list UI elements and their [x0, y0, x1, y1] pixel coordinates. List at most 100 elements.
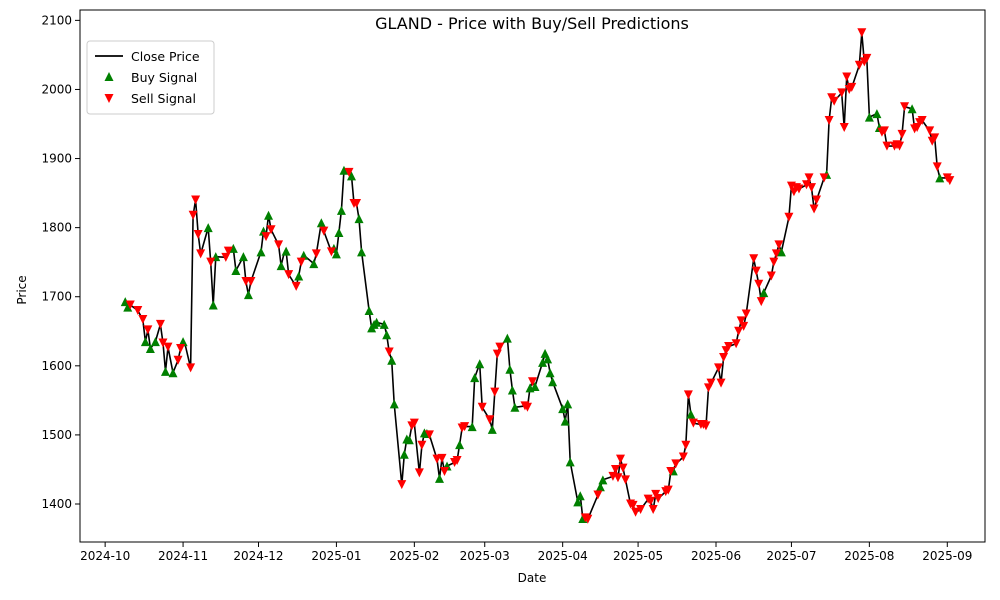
- x-axis: 2024-10 2024-11 2024-12 2025-01 2025-02 2025-…: [80, 542, 972, 563]
- sell-signal-point: [857, 28, 867, 38]
- buy-signal-point: [565, 457, 575, 467]
- sell-signal-point: [618, 463, 628, 473]
- sell-signal-point: [143, 325, 153, 335]
- y-tick-label: 1600: [41, 359, 72, 373]
- sell-signal-point: [734, 326, 744, 336]
- sell-signal-point: [646, 496, 656, 506]
- sell-signal-point: [311, 249, 321, 259]
- sell-signal-point: [897, 129, 907, 139]
- sell-signal-point: [839, 122, 849, 132]
- buy-signal-point: [530, 382, 540, 392]
- buy-signal-point: [467, 422, 477, 432]
- sell-signal-point: [266, 225, 276, 235]
- sell-signal-point: [610, 464, 620, 474]
- x-tick-label: 2025-09: [922, 549, 972, 563]
- buy-signal-point: [334, 227, 344, 237]
- buy-signal-point: [316, 218, 326, 228]
- sell-signal-point: [678, 452, 688, 462]
- sell-signal-point: [384, 347, 394, 357]
- buy-signal-point: [510, 402, 520, 412]
- buy-signal-point: [470, 373, 480, 383]
- buy-signal-point: [686, 409, 696, 419]
- x-tick-label: 2025-06: [691, 549, 741, 563]
- y-tick-label: 1800: [41, 221, 72, 235]
- sell-signal-point: [766, 271, 776, 281]
- sell-signal-point: [193, 230, 203, 240]
- buy-signal-point: [475, 359, 485, 369]
- sell-signal-point: [522, 402, 532, 412]
- buy-signal-point: [389, 399, 399, 409]
- buy-signal-point: [548, 377, 558, 387]
- sell-signal-point: [819, 173, 829, 183]
- sell-signal-point: [771, 249, 781, 259]
- buy-signal-point: [299, 250, 309, 260]
- sell-signal-point: [206, 257, 216, 267]
- buy-signal-point: [208, 300, 218, 310]
- sell-signal-point: [774, 240, 784, 250]
- buy-signal-point: [238, 252, 248, 262]
- sell-signal-point: [424, 430, 434, 440]
- sell-signal-point: [653, 493, 663, 503]
- sell-signal-point: [769, 257, 779, 267]
- sell-signal-markers: [125, 28, 955, 524]
- buy-signal-markers: [120, 104, 945, 524]
- x-tick-label: 2024-12: [233, 549, 283, 563]
- buy-signal-point: [264, 210, 274, 220]
- buy-signal-point: [203, 223, 213, 233]
- sell-signal-point: [925, 126, 935, 136]
- buy-signal-point: [560, 416, 570, 426]
- sell-signal-point: [731, 339, 741, 349]
- buy-signal-point: [243, 290, 253, 300]
- legend-close-label: Close Price: [131, 49, 200, 64]
- sell-signal-point: [196, 249, 206, 259]
- x-tick-label: 2025-03: [460, 549, 510, 563]
- sell-signal-point: [440, 467, 450, 477]
- buy-signal-point: [505, 364, 515, 374]
- sell-signal-point: [173, 355, 183, 365]
- buy-signal-point: [294, 271, 304, 281]
- buy-signal-point: [339, 165, 349, 175]
- buy-signal-point: [160, 366, 170, 376]
- sell-signal-point: [681, 440, 691, 450]
- sell-signal-point: [397, 480, 407, 490]
- buy-signal-point: [558, 404, 568, 414]
- sell-signal-point: [754, 279, 764, 289]
- sell-signal-point: [163, 342, 173, 352]
- buy-signal-point: [538, 357, 548, 367]
- sell-signal-point: [437, 453, 447, 463]
- sell-signal-point: [593, 490, 603, 500]
- y-tick-label: 1700: [41, 290, 72, 304]
- y-tick-label: 2000: [41, 82, 72, 96]
- sell-signal-point: [683, 390, 693, 400]
- legend-box: [86, 40, 215, 115]
- sell-signal-point: [125, 300, 135, 310]
- x-tick-label: 2025-01: [311, 549, 361, 563]
- sell-signal-point: [613, 473, 623, 483]
- sell-signal-point: [688, 418, 698, 428]
- sell-signal-point: [847, 82, 857, 92]
- sell-signal-point: [930, 133, 940, 143]
- sell-signal-point: [882, 141, 892, 151]
- sell-signal-point: [628, 500, 638, 510]
- plot-area: [120, 28, 955, 524]
- sell-signal-point: [176, 344, 186, 354]
- y-tick-label: 1900: [41, 152, 72, 166]
- sell-signal-point: [528, 377, 537, 387]
- sell-signal-point: [296, 257, 306, 267]
- legend-buy-label: Buy Signal: [131, 70, 197, 85]
- sell-signal-point: [319, 226, 329, 236]
- sell-signal-point: [414, 468, 424, 478]
- buy-signal-point: [231, 265, 241, 275]
- buy-signal-point: [487, 424, 497, 434]
- y-tick-label: 1400: [41, 497, 72, 511]
- sell-signal-point: [188, 210, 198, 220]
- x-tick-label: 2025-08: [844, 549, 894, 563]
- sell-signal-point: [794, 184, 804, 194]
- buy-signal-point: [907, 104, 917, 114]
- sell-signal-point: [648, 505, 658, 515]
- sell-signal-point: [138, 315, 148, 325]
- sell-signal-point: [631, 507, 641, 517]
- buy-signal-point: [364, 306, 374, 316]
- sell-signal-point: [326, 247, 336, 257]
- buy-signal-point: [759, 288, 769, 298]
